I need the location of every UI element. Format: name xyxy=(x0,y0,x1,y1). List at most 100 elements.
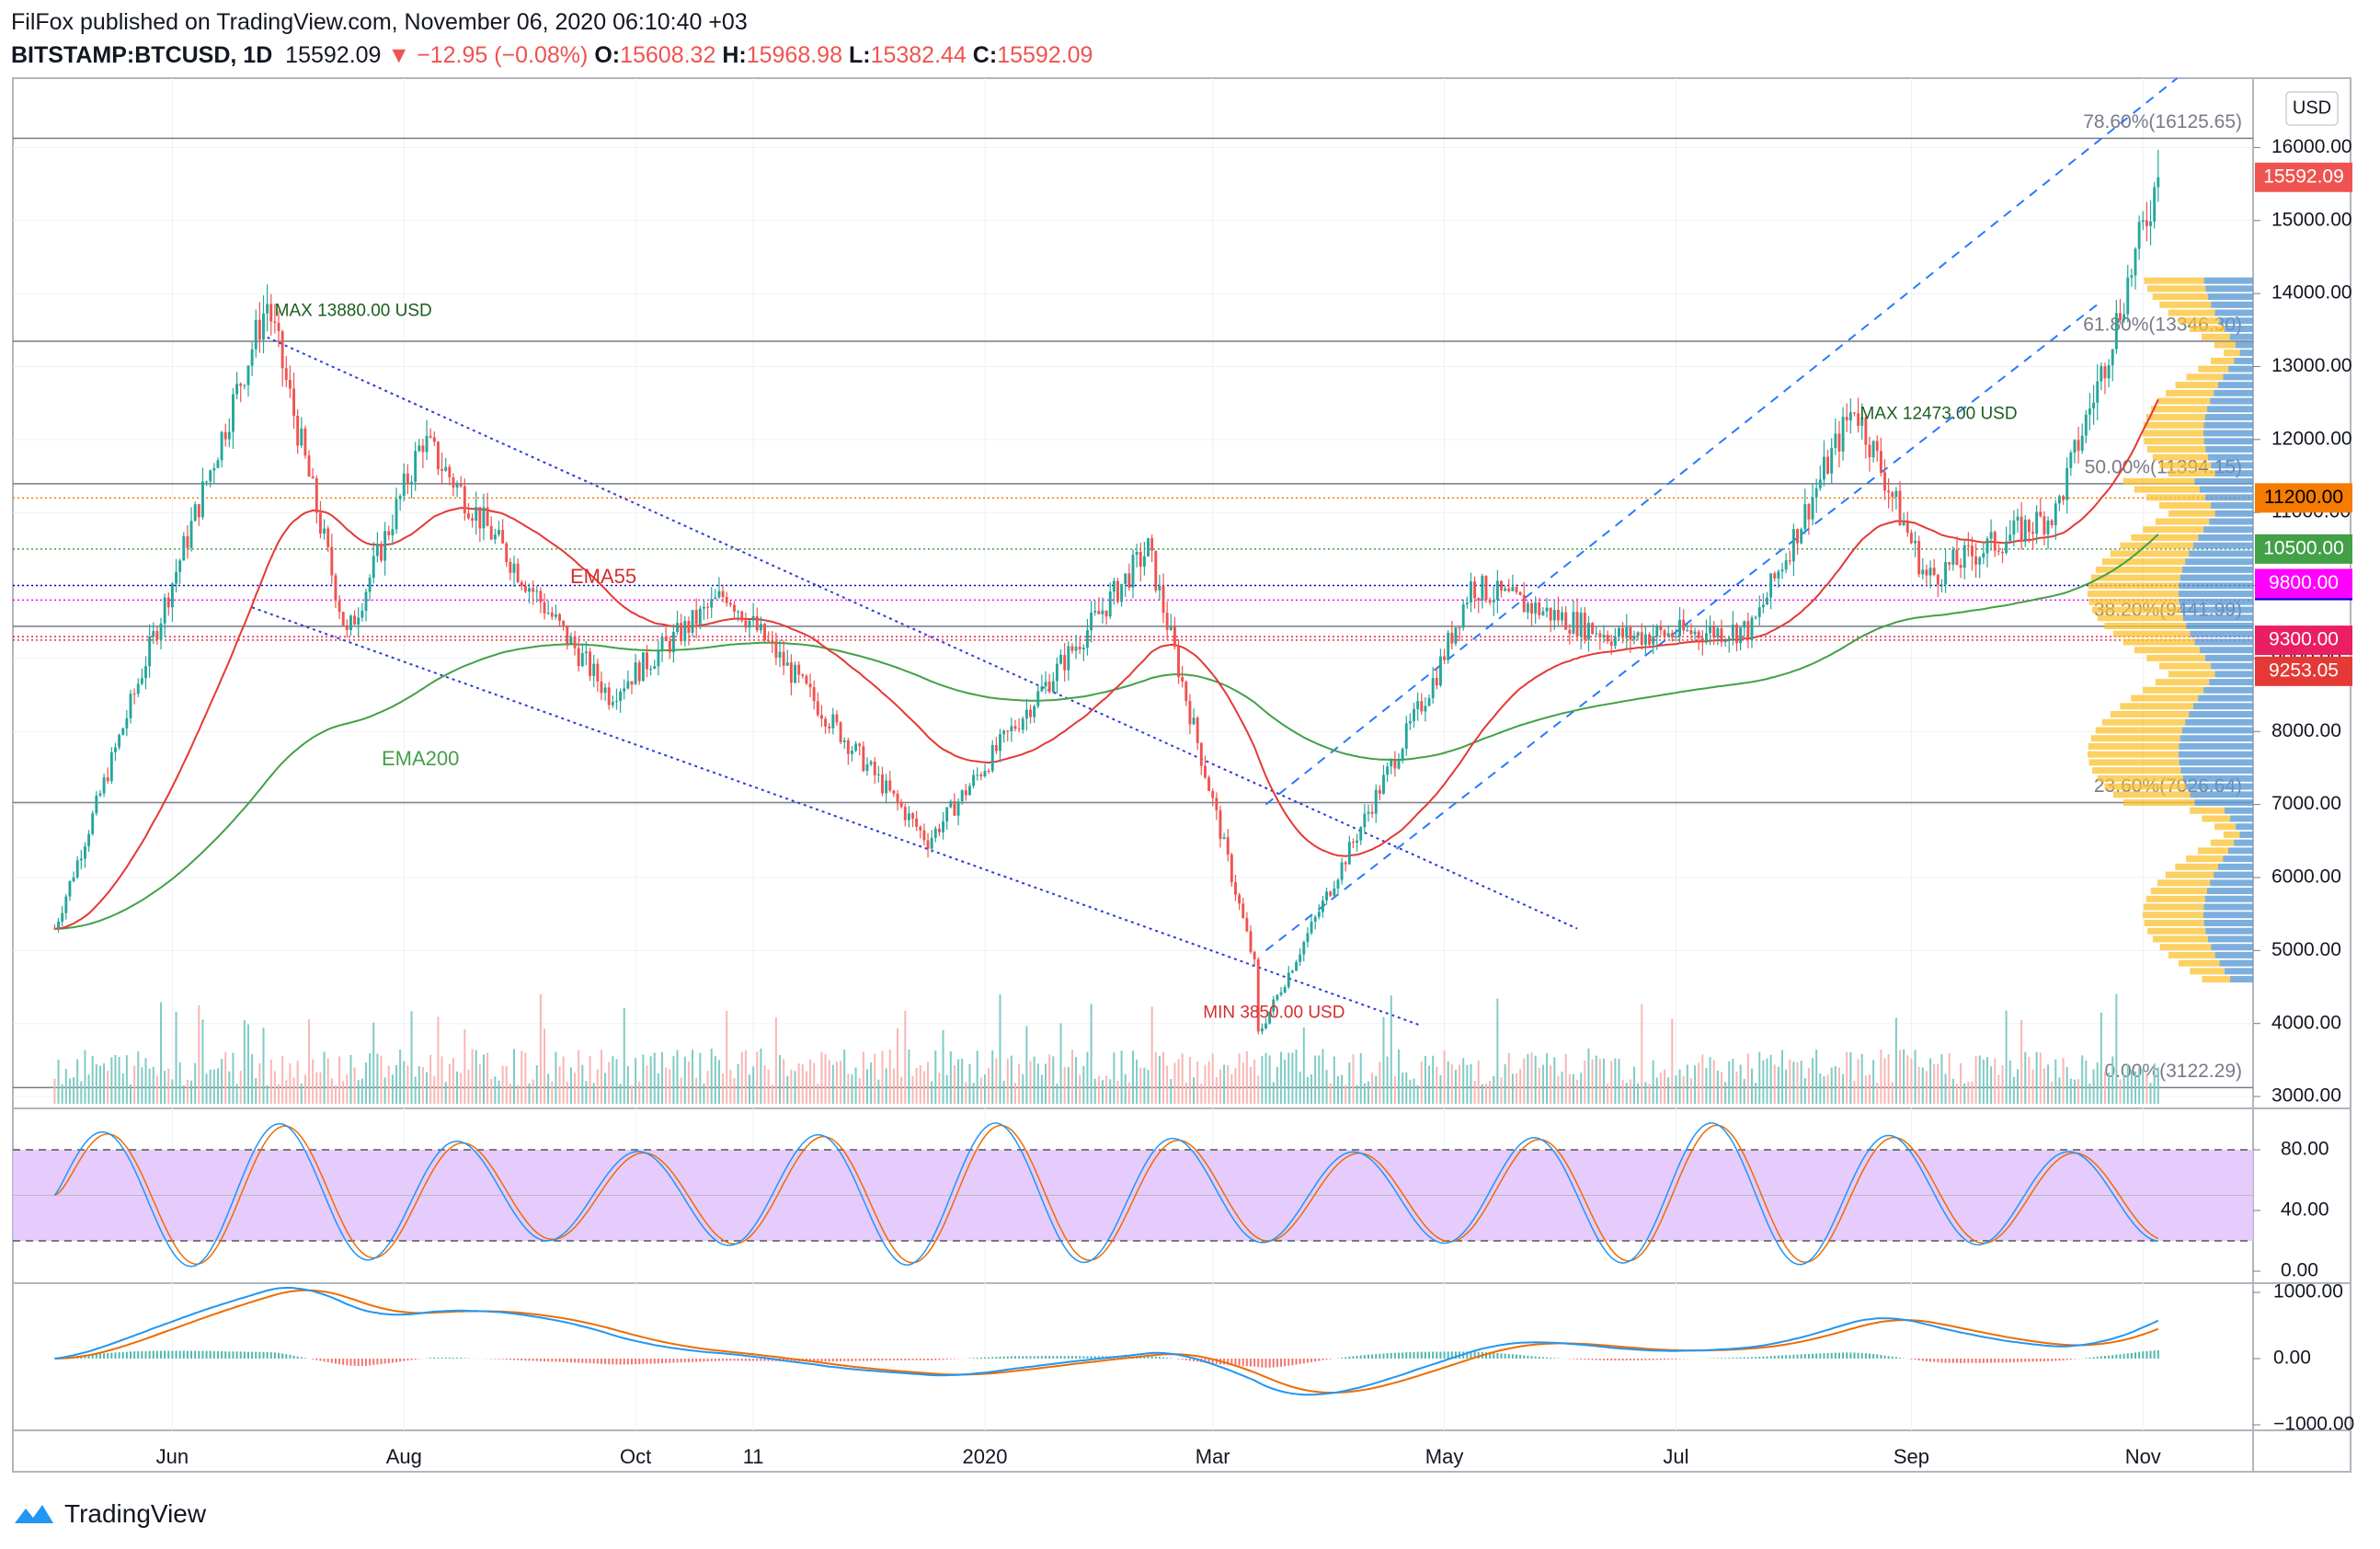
candle-body xyxy=(774,641,778,658)
macd-histogram-bar xyxy=(160,1350,163,1359)
price-axis-label: 13000.00 xyxy=(2271,355,2352,376)
volume-bar xyxy=(281,1056,284,1104)
candle-body xyxy=(467,512,470,519)
tradingview-brand[interactable]: TradingView xyxy=(13,1499,206,1529)
volume-bar xyxy=(1750,1068,1753,1104)
last-price-label: 15592.09 xyxy=(2263,166,2344,187)
macd-histogram-bar xyxy=(2138,1351,2141,1359)
candle-body xyxy=(444,466,448,471)
volume-bar xyxy=(1048,1054,1051,1104)
macd-histogram-bar xyxy=(1409,1351,1412,1359)
volume-bar xyxy=(729,1070,732,1104)
volume-bar xyxy=(612,1056,614,1104)
volume-bar xyxy=(178,1061,181,1104)
last-price-label-bg xyxy=(2255,162,2352,192)
macd-axis-label: −1000.00 xyxy=(2273,1414,2354,1435)
candle-body xyxy=(1131,555,1135,588)
candle-body xyxy=(1287,972,1290,988)
volume-profile-bar xyxy=(2201,333,2230,340)
candle-body xyxy=(1154,550,1158,591)
symbol-name[interactable]: BITSTAMP:BTCUSD, 1D xyxy=(11,42,273,68)
candle-body xyxy=(1959,565,1962,568)
volume-bar xyxy=(740,1051,743,1104)
candle-body xyxy=(831,714,835,729)
volume-bar xyxy=(544,1028,546,1104)
volume-bar xyxy=(801,1063,804,1104)
volume-bar xyxy=(107,1071,109,1104)
candle-body xyxy=(945,807,949,822)
macd-histogram-bar xyxy=(1789,1355,1791,1359)
volume-bar xyxy=(1652,1060,1654,1104)
macd-histogram-bar xyxy=(1040,1356,1043,1359)
volume-bar xyxy=(1150,1006,1153,1104)
volume-bar xyxy=(1724,1082,1727,1104)
macd-histogram-bar xyxy=(1048,1356,1051,1359)
macd-histogram-bar xyxy=(1188,1359,1191,1361)
low-value: 15382.44 xyxy=(870,42,967,68)
macd-histogram-bar xyxy=(1637,1359,1640,1360)
candle-body xyxy=(634,662,637,685)
candle-body xyxy=(2001,551,2004,554)
volume-bar xyxy=(1853,1080,1856,1104)
volume-bar xyxy=(699,1052,702,1104)
candle-body xyxy=(728,602,732,605)
volume-bar xyxy=(521,1050,523,1104)
macd-histogram-bar xyxy=(1974,1359,1977,1363)
volume-bar xyxy=(1876,1083,1879,1104)
candle-body xyxy=(737,611,740,613)
candle-body xyxy=(1382,774,1385,794)
macd-histogram-bar xyxy=(2153,1350,2156,1359)
macd-histogram-bar xyxy=(699,1359,702,1362)
macd-histogram-bar xyxy=(2092,1357,2095,1359)
candle-body xyxy=(1682,619,1686,631)
macd-histogram-bar xyxy=(862,1359,864,1361)
volume-bar xyxy=(596,1069,599,1104)
macd-histogram-bar xyxy=(931,1359,933,1360)
volume-bar xyxy=(1561,1072,1563,1104)
volume-bar xyxy=(2001,1065,2004,1104)
volume-bar xyxy=(1264,1052,1267,1104)
volume-bar xyxy=(1245,1050,1248,1104)
volume-bar xyxy=(630,1084,633,1104)
macd-histogram-bar xyxy=(2005,1359,2008,1363)
candle-body xyxy=(1936,574,1939,585)
volume-bar xyxy=(809,1059,812,1104)
stoch-axis-label: 0.00 xyxy=(2281,1260,2318,1281)
volume-bar xyxy=(110,1057,113,1104)
volume-bar xyxy=(369,1053,372,1104)
volume-bar xyxy=(1739,1064,1742,1104)
macd-histogram-bar xyxy=(251,1351,254,1359)
macd-histogram-bar xyxy=(1910,1359,1913,1360)
macd-histogram-bar xyxy=(1598,1359,1601,1360)
candle-body xyxy=(976,774,979,776)
macd-histogram-bar xyxy=(1576,1359,1579,1360)
macd-histogram-bar xyxy=(1929,1359,1932,1362)
volume-bar xyxy=(1894,1017,1897,1104)
candle-body xyxy=(227,431,231,440)
candle-body xyxy=(1002,730,1006,735)
volume-profile-bar xyxy=(2214,470,2253,477)
candle-body xyxy=(523,585,527,592)
candle-body xyxy=(326,528,330,547)
volume-bar xyxy=(1948,1052,1951,1104)
volume-bar xyxy=(1971,1081,1974,1104)
candle-body xyxy=(1652,637,1655,645)
candle-body xyxy=(232,394,235,432)
candle-body xyxy=(2114,313,2118,350)
macd-histogram-bar xyxy=(1166,1358,1169,1359)
volume-bar xyxy=(865,1069,868,1104)
volume-bar xyxy=(794,1071,796,1104)
price-axis-label: 8000.00 xyxy=(2271,720,2341,741)
macd-histogram-bar xyxy=(399,1359,402,1362)
volume-bar xyxy=(1075,1057,1078,1104)
macd-histogram-bar xyxy=(2130,1352,2133,1359)
macd-histogram-bar xyxy=(578,1359,580,1363)
volume-profile-bar xyxy=(2202,815,2230,822)
candle-body xyxy=(2123,314,2126,321)
candle-body xyxy=(1643,634,1647,645)
volume-profile-bar xyxy=(2179,742,2253,750)
volume-bar xyxy=(129,1084,132,1104)
macd-histogram-bar xyxy=(1625,1359,1628,1360)
candle-body xyxy=(330,546,334,576)
